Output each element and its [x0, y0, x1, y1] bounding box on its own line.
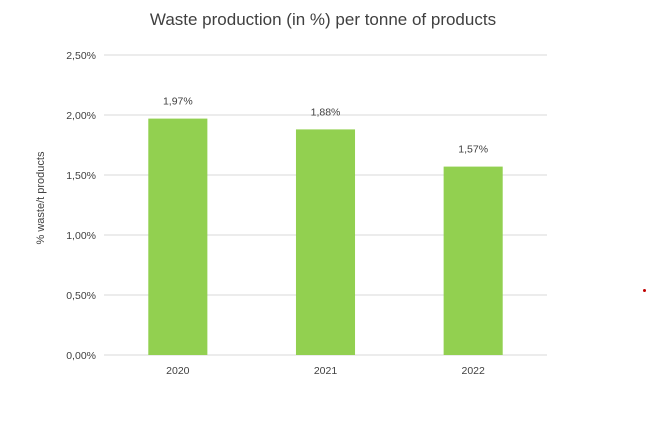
y-axis-label: % waste/t products	[35, 151, 47, 244]
data-label-2022: 1,57%	[458, 144, 488, 156]
y-tick-label: 2,50%	[66, 50, 96, 62]
y-tick-labels: 0,00% 0,50% 1,00% 1,50% 2,00% 2,50%	[66, 50, 96, 362]
y-tick-label: 1,50%	[66, 170, 96, 182]
chart-title: Waste production (in %) per tonne of pro…	[150, 10, 496, 29]
y-tick-label: 0,00%	[66, 350, 96, 362]
data-labels: 1,97% 1,88% 1,57%	[163, 96, 488, 156]
bar-2021	[295, 129, 356, 355]
y-tick-label: 1,00%	[66, 230, 96, 242]
y-tick-label: 2,00%	[66, 110, 96, 122]
data-label-2020: 1,97%	[163, 96, 193, 108]
bar-2020	[148, 118, 208, 355]
marker-dot	[643, 289, 646, 292]
x-tick-label-2021: 2021	[314, 365, 338, 377]
x-tick-label-2020: 2020	[166, 365, 190, 377]
data-label-2021: 1,88%	[311, 106, 341, 118]
bar-2022	[443, 166, 503, 355]
x-tick-labels: 2020 2021 2022	[166, 365, 485, 377]
x-tick-label-2022: 2022	[461, 365, 485, 377]
bars	[148, 118, 503, 355]
y-tick-label: 0,50%	[66, 290, 96, 302]
